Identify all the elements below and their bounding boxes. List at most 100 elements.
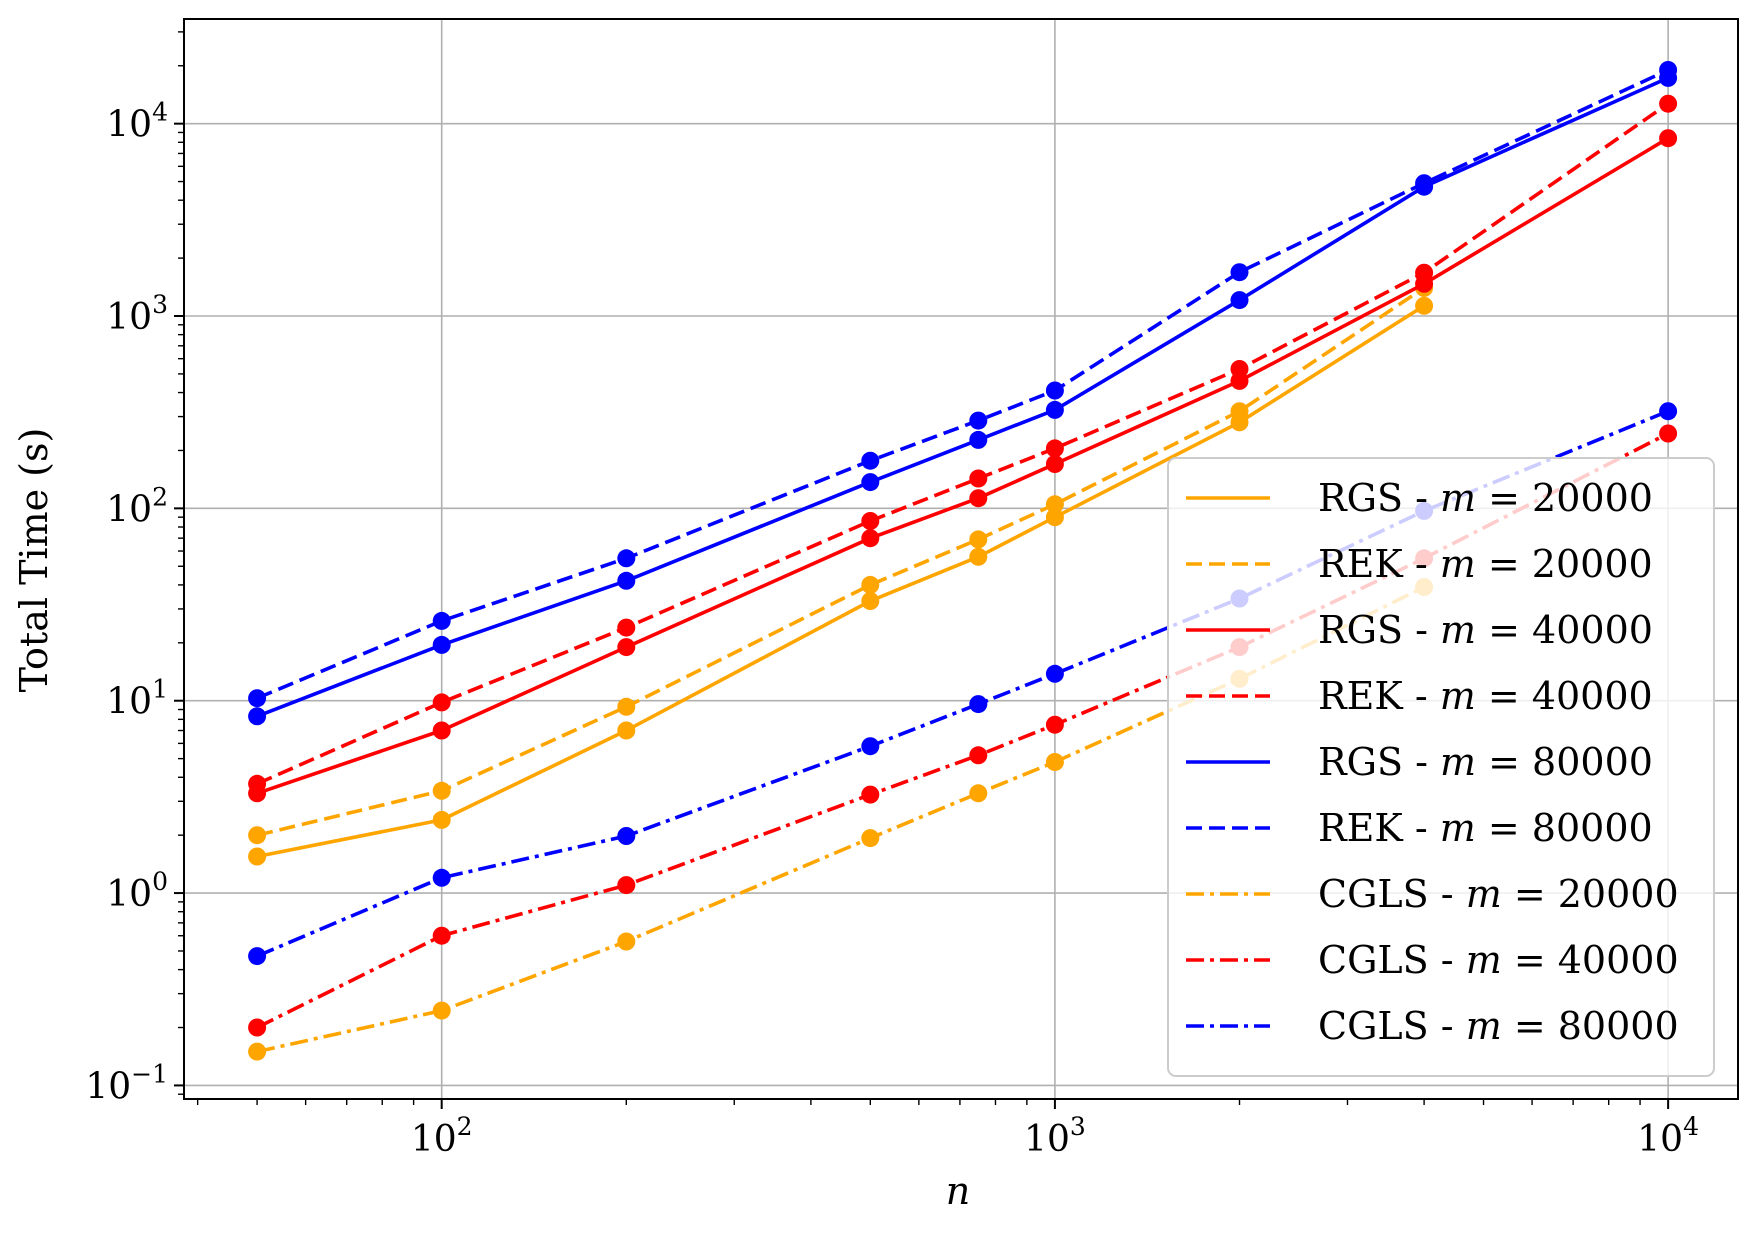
data-point [617, 571, 636, 590]
data-point [969, 784, 988, 803]
data-point [1045, 495, 1064, 514]
data-point [1230, 360, 1249, 378]
data-point [432, 693, 451, 712]
data-point [432, 810, 451, 829]
data-point [969, 489, 988, 508]
legend-item: CGLS - m = 20000 [1186, 872, 1679, 916]
data-point [861, 829, 880, 848]
data-point [1415, 263, 1434, 282]
data-point [617, 549, 636, 568]
tick-labels: 102 103 104 10−1 100 101 102 103 104 [85, 98, 1699, 1160]
data-point [432, 781, 451, 800]
data-point [432, 1001, 451, 1020]
series-line [256, 286, 1426, 837]
legend-item: CGLS - m = 80000 [1186, 1004, 1679, 1048]
data-point [969, 746, 988, 765]
x-tick-label: 102 [411, 1112, 473, 1160]
legend-label: REK - m = 20000 [1318, 542, 1653, 586]
legend-box [1167, 457, 1715, 1077]
data-point [1659, 61, 1678, 79]
data-point [1045, 439, 1064, 458]
x-tick-label: 104 [1637, 1112, 1699, 1160]
series-group [248, 278, 1434, 845]
y-tick-label: 102 [106, 482, 168, 530]
data-point [248, 774, 267, 793]
data-point [1045, 664, 1064, 683]
legend-label: RGS - m = 80000 [1318, 740, 1653, 784]
data-point [1045, 381, 1064, 400]
data-point [248, 947, 267, 966]
data-point [617, 876, 636, 895]
data-point [248, 707, 267, 726]
x-axis-label: n [946, 1169, 970, 1213]
legend-label: REK - m = 40000 [1318, 674, 1653, 718]
legend-label: CGLS - m = 40000 [1318, 938, 1679, 982]
data-point [1045, 508, 1064, 527]
y-tick-label: 10−1 [85, 1059, 168, 1107]
data-point [1230, 402, 1249, 421]
legend: RGS - m = 20000 REK - m = 20000 RGS - m = … [1167, 457, 1715, 1077]
data-point [969, 530, 988, 549]
data-point [1659, 424, 1678, 443]
data-point [617, 638, 636, 657]
data-point [432, 868, 451, 887]
data-point [617, 932, 636, 951]
series-group [248, 61, 1678, 708]
data-point [248, 847, 267, 866]
data-point [861, 512, 880, 530]
data-point [861, 575, 880, 594]
data-point [617, 721, 636, 740]
plot-frame [183, 18, 1739, 1100]
data-point [1230, 291, 1249, 310]
y-tick-label: 104 [106, 98, 168, 146]
legend-label: CGLS - m = 80000 [1318, 1004, 1679, 1048]
data-point [969, 469, 988, 488]
data-point [617, 827, 636, 845]
y-tick-label: 103 [106, 290, 168, 338]
data-point [861, 451, 880, 470]
legend-item: REK - m = 80000 [1186, 806, 1653, 850]
legend-item: REK - m = 20000 [1186, 542, 1653, 586]
major-ticks [174, 122, 1670, 1109]
data-point [861, 473, 880, 492]
legend-item: CGLS - m = 40000 [1186, 938, 1679, 982]
data-point [1415, 174, 1434, 193]
data-point [617, 618, 636, 637]
data-point [1659, 129, 1678, 148]
data-point [248, 1042, 267, 1061]
data-point [861, 737, 880, 756]
data-series [248, 61, 1678, 1061]
series-line [256, 585, 1425, 1054]
data-point [861, 592, 880, 610]
data-point [432, 926, 451, 945]
y-tick-label: 100 [106, 867, 168, 915]
legend-label: RGS - m = 40000 [1318, 608, 1653, 652]
data-point [1230, 263, 1249, 282]
data-point [432, 721, 451, 740]
data-point [969, 547, 988, 566]
legend-label: CGLS - m = 20000 [1318, 872, 1679, 916]
legend-label: REK - m = 80000 [1318, 806, 1653, 850]
data-point [248, 826, 267, 845]
data-point [248, 1018, 267, 1037]
data-point [617, 697, 636, 716]
legend-label: RGS - m = 20000 [1318, 476, 1653, 520]
data-point [1415, 296, 1434, 315]
legend-item: REK - m = 40000 [1186, 674, 1653, 718]
data-point [432, 611, 451, 630]
data-point [1659, 402, 1678, 421]
series-group [248, 578, 1434, 1061]
series-line [256, 304, 1426, 859]
legend-item: RGS - m = 80000 [1186, 740, 1653, 784]
data-point [1045, 753, 1064, 771]
data-point [432, 635, 451, 654]
data-point [248, 689, 267, 708]
data-point [1045, 455, 1064, 473]
data-point [1045, 715, 1064, 734]
legend-item: RGS - m = 40000 [1186, 608, 1653, 652]
x-tick-label: 103 [1024, 1112, 1086, 1160]
data-point [1045, 400, 1064, 419]
data-point [861, 785, 880, 804]
data-point [861, 529, 880, 548]
